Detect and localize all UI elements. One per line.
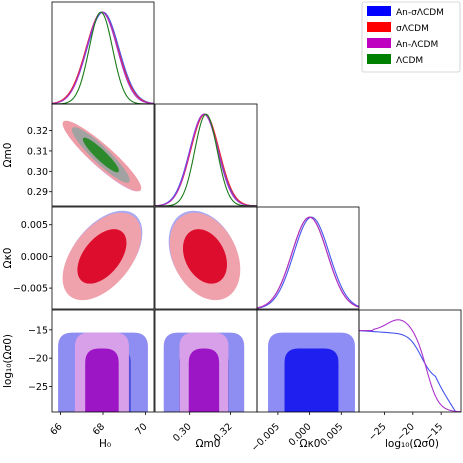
legend: An-σΛCDM σΛCDM An-ΛCDM ΛCDM [361, 1, 461, 73]
panel-Ok0-vs-H0: −0.005 0.000 0.005 Ωκ0 [2, 206, 155, 310]
marginal-Om0-series-0 [155, 113, 257, 206]
x-axis-label-Ok0: Ωκ0 [300, 438, 321, 450]
legend-swatch-2 [367, 38, 391, 48]
marginal-Om0-series-2 [155, 113, 257, 206]
panel-frame [51, 206, 155, 310]
marginal-H0-series-3 [52, 11, 154, 104]
panel-content [62, 120, 142, 192]
panel-Ok0-vs-Om0 [154, 206, 258, 310]
bound-68-Om0-series-2 [188, 348, 220, 412]
panel-Om0-vs-H0: 0.29 0.30 0.31 0.32 Ωm0 [2, 103, 155, 207]
x-tick-label-H0-1: 68 [91, 421, 107, 437]
y-tick-label-logOs0-2: −15 [28, 325, 48, 336]
y-tick-label-Om0-2: 0.31 [27, 146, 48, 157]
marginal-Om0-series-1 [155, 113, 257, 206]
x-tick-label-Ok0-2: 0.005 [318, 421, 345, 448]
x-tick-label-H0-2: 70 [133, 421, 149, 437]
marginal-Ok0-series-0 [257, 216, 359, 309]
bound-68-H0-series-2 [85, 348, 119, 412]
marginal-H0-series-1 [52, 11, 154, 104]
bound-68-Ok0-series-0 [284, 348, 339, 412]
y-tick-label-logOs0-0: −25 [28, 382, 48, 393]
y-tick-label-Ok0-2: 0.005 [21, 220, 48, 231]
panel-content [268, 332, 355, 412]
y-tick-label-Om0-3: 0.32 [27, 126, 48, 137]
marginal-logOs0-series-1 [359, 319, 461, 412]
legend-swatch-1 [367, 22, 391, 32]
panel-frame [154, 103, 258, 207]
marginal-H0-series-0 [52, 11, 154, 104]
legend-label-0: An-σΛCDM [396, 8, 444, 18]
panel-frame [51, 103, 155, 207]
panel-logOs0-vs-H0: 66 68 70 H₀ −25 −20 −15 log₁₀(Ωσ0) [2, 309, 155, 450]
panel-content [62, 210, 143, 301]
legend-swatch-0 [367, 6, 391, 16]
x-axis-label-logOs0: log₁₀(Ωσ0) [385, 438, 439, 450]
contour-68-H0-Om0-series-3 [82, 137, 119, 173]
panel-frame [256, 206, 360, 310]
panel-content [58, 332, 148, 412]
legend-label-2: An-ΛCDM [396, 40, 438, 50]
y-tick-label-Om0-1: 0.30 [27, 167, 48, 178]
panel-frame [51, 1, 155, 105]
corner-panels: 0.290.300.310.32Ωm0−0.0050.0000.005Ωκ066… [2, 1, 462, 454]
panel-Om0-vs-Om0 [154, 103, 258, 207]
y-axis-label-Om0: Ωm0 [2, 143, 14, 168]
panel-frame [358, 309, 462, 413]
marginal-logOs0-series-0 [359, 330, 461, 412]
x-axis-label-Om0: Ωm0 [196, 438, 221, 450]
legend-label-3: ΛCDM [396, 56, 423, 66]
contour-68-H0-Ok0-series-1 [77, 229, 127, 284]
marginal-Ok0-series-2 [257, 216, 359, 309]
marginal-Om0-series-3 [155, 113, 257, 206]
panel-content [52, 11, 154, 104]
legend-swatch-3 [367, 54, 391, 64]
y-tick-label-logOs0-1: −20 [28, 354, 48, 365]
marginal-H0-series-2 [52, 11, 154, 104]
y-axis-label-logOs0: log₁₀(Ωσ0) [2, 334, 14, 388]
panel-content [163, 332, 245, 412]
y-axis-label-Ok0: Ωκ0 [2, 248, 14, 269]
panel-content [168, 210, 241, 301]
y-tick-label-Ok0-0: −0.005 [13, 284, 48, 295]
x-tick-label-H0-0: 66 [48, 421, 64, 437]
panel-content [257, 216, 359, 309]
panel-H0-vs-H0 [51, 1, 155, 105]
panel-content [155, 113, 257, 206]
contour-68-Om0-Ok0-series-1 [182, 229, 227, 284]
y-tick-label-Ok0-1: 0.000 [21, 252, 48, 263]
y-tick-label-Om0-0: 0.29 [27, 187, 48, 198]
x-tick-label-Ok0-0: −0.005 [249, 421, 282, 454]
x-axis-label-H0: H₀ [99, 438, 111, 450]
x-tick-label-Om0-0: 0.30 [171, 421, 194, 444]
panel-content [359, 319, 461, 412]
panel-Ok0-vs-Ok0 [256, 206, 360, 310]
legend-label-1: σΛCDM [396, 24, 429, 34]
